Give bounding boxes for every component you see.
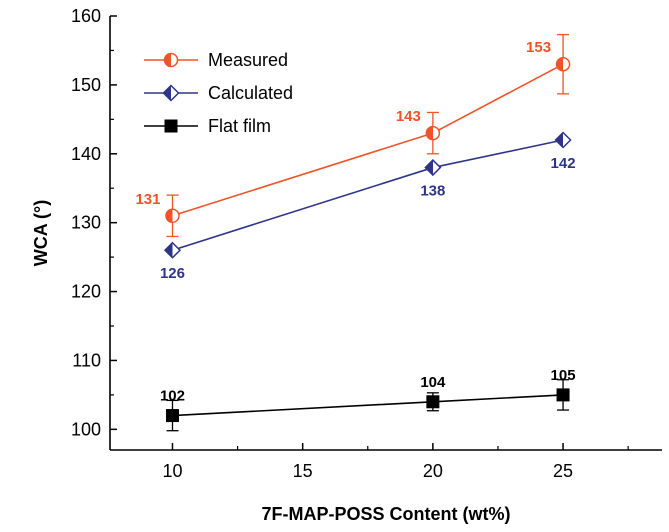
series-line	[172, 394, 564, 417]
data-point	[555, 56, 571, 72]
series-flat-film: 102 104 105	[160, 367, 576, 432]
data-point	[424, 158, 442, 177]
y-tick-label: 130	[71, 213, 101, 233]
data-label: 102	[160, 388, 185, 405]
legend-item: Measured	[144, 50, 288, 70]
legend-marker	[162, 84, 180, 102]
data-point	[426, 395, 440, 409]
data-point	[554, 131, 572, 149]
data-point	[165, 208, 180, 224]
x-tick-label: 10	[162, 461, 182, 481]
legend-label: Calculated	[208, 83, 293, 103]
legend-item: Calculated	[144, 83, 293, 103]
data-point	[556, 388, 570, 402]
legend: Measured Calculated Flat film	[144, 50, 293, 136]
y-axis-title: WCA (°)	[31, 200, 51, 267]
y-tick-label: 160	[71, 6, 101, 26]
axes	[109, 16, 662, 451]
x-tick-label: 15	[293, 461, 313, 481]
y-tick-label: 110	[72, 350, 101, 370]
y-tick-label: 150	[71, 75, 101, 95]
x-tick-label: 20	[423, 461, 443, 481]
data-point	[165, 409, 179, 423]
legend-label: Measured	[208, 50, 288, 70]
data-label: 142	[551, 155, 576, 172]
y-tick-label: 120	[71, 282, 101, 302]
y-tick-label: 100	[71, 419, 101, 439]
y-tick-label: 140	[71, 144, 101, 164]
data-point	[163, 241, 182, 259]
legend-marker	[163, 52, 179, 68]
ticks: 100 110 120 130 140 150 160 10 15 20 25	[71, 6, 629, 481]
data-label: 104	[420, 374, 446, 391]
data-label: 131	[135, 191, 160, 208]
data-label: 105	[551, 367, 576, 384]
series-layer: 131 143 153 126 138 142 102 104 105	[135, 33, 576, 432]
x-tick-label: 25	[553, 461, 573, 481]
data-point	[425, 125, 441, 141]
data-label: 153	[526, 39, 551, 56]
series-calculated: 126 138 142	[160, 131, 576, 282]
series-line	[172, 139, 564, 251]
data-label: 126	[160, 265, 185, 282]
legend-marker	[164, 119, 178, 133]
legend-item: Flat film	[144, 116, 271, 136]
x-axis-title: 7F-MAP-POSS Content (wt%)	[262, 504, 511, 524]
legend-label: Flat film	[208, 116, 271, 136]
series-measured: 131 143 153	[135, 33, 571, 238]
data-label: 138	[420, 183, 445, 200]
data-label: 143	[396, 108, 421, 125]
